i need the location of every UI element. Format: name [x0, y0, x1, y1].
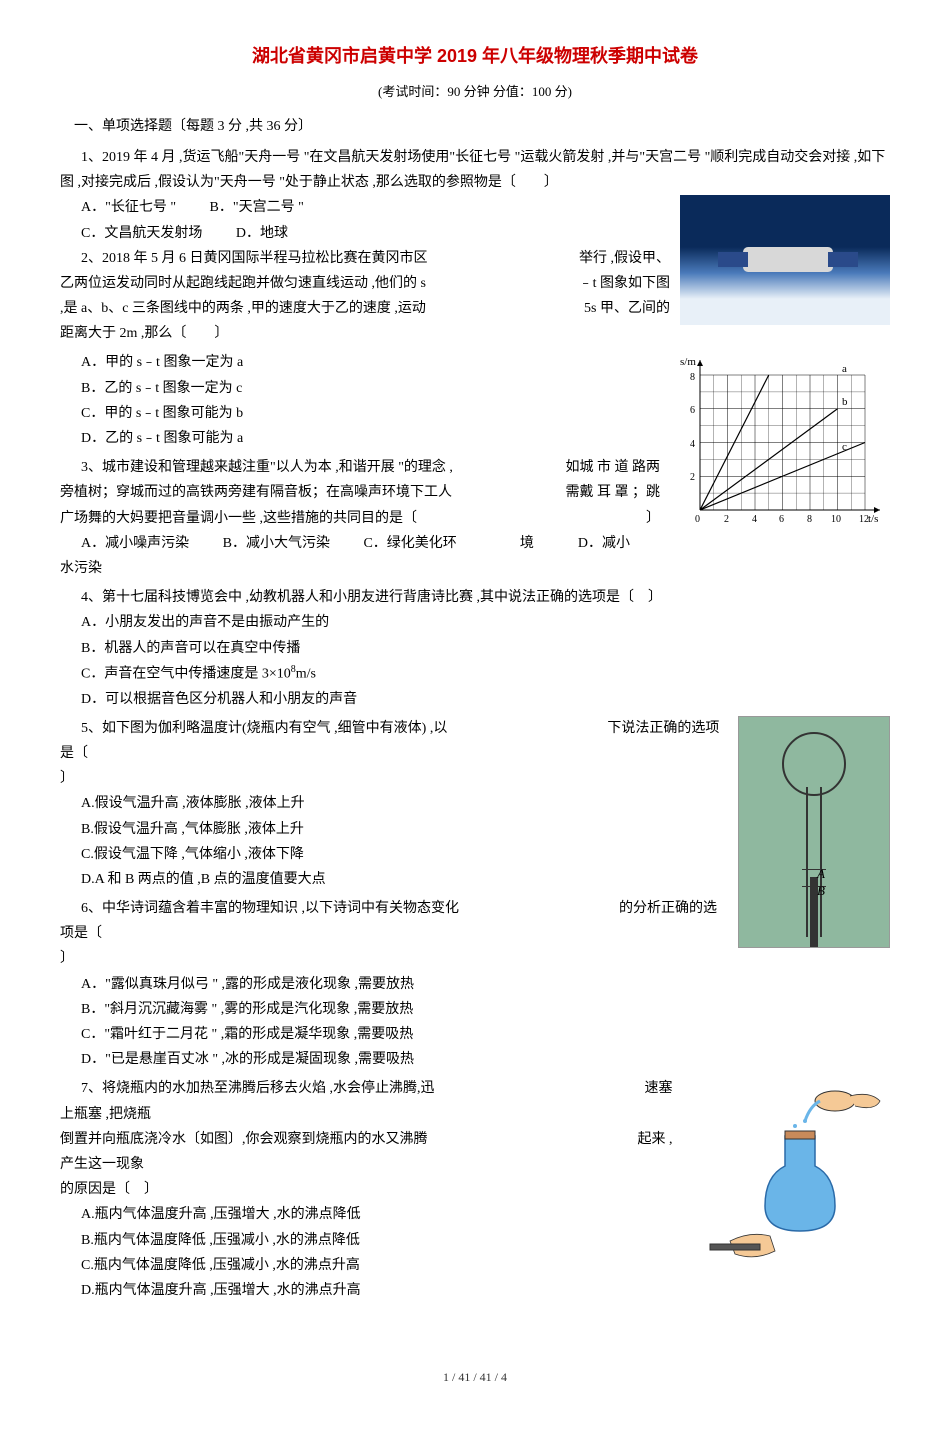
- q5-option-d: D.A 和 B 两点的值 ,B 点的温度值要大点: [81, 867, 890, 892]
- q4-option-a: A．小朋友发出的声音不是由振动产生的: [81, 610, 890, 635]
- question-3: 3、城市建设和管理越来越注重"以人为本 ,和谐开展 "的理念 ,如城 市 道 路…: [60, 455, 890, 581]
- q5-option-a: A.假设气温升高 ,液体膨胀 ,液体上升: [81, 791, 890, 816]
- q7-option-b: B.瓶内气体温度降低 ,压强减小 ,水的沸点降低: [81, 1228, 890, 1253]
- q4-option-c: C．声音在空气中传播速度是 3×108m/s: [81, 661, 890, 687]
- q5-option-b: B.假设气温升高 ,气体膨胀 ,液体上升: [81, 817, 890, 842]
- question-1: 1、2019 年 4 月 ,货运飞船"天舟一号 "在文昌航天发射场使用"长征七号…: [60, 145, 890, 347]
- section-1-header: 一、单项选择题〔每题 3 分 ,共 36 分〕: [60, 114, 890, 139]
- q5-option-c: C.假设气温下降 ,气体缩小 ,液体下降: [81, 842, 890, 867]
- q2-option-c: C．甲的 s﹣t 图象可能为 b: [81, 401, 890, 426]
- question-2-options: A．甲的 s﹣t 图象一定为 a B．乙的 s﹣t 图象一定为 c C．甲的 s…: [60, 350, 890, 451]
- q2-option-a: A．甲的 s﹣t 图象一定为 a: [81, 350, 890, 375]
- question-4: 4、第十七届科技博览会中 ,幼教机器人和小朋友进行背唐诗比赛 ,其中说法正确的选…: [60, 585, 890, 712]
- q3-option-c: C．绿化美化环: [363, 536, 456, 551]
- q6-option-c: C．"霜叶红于二月花 " ,霜的形成是凝华现象 ,需要吸热: [81, 1022, 890, 1047]
- q7-option-d: D.瓶内气体温度升高 ,压强增大 ,水的沸点升高: [81, 1278, 890, 1303]
- q6-option-a: A．"露似真珠月似弓 " ,露的形成是液化现象 ,需要放热: [81, 972, 890, 997]
- q1-option-b: B．"天宫二号 ": [210, 200, 304, 215]
- question-6: 6、中华诗词蕴含着丰富的物理知识 ,以下诗词中有关物态变化的分析正确的选项是〔 …: [60, 896, 890, 1072]
- question-7: 7、将烧瓶内的水加热至沸腾后移去火焰 ,水会停止沸腾,迅速塞上瓶塞 ,把烧瓶 倒…: [60, 1076, 890, 1303]
- q3-option-a: A．减小噪声污染: [81, 536, 189, 551]
- page-footer: 1 / 41 / 41 / 4: [60, 1367, 890, 1389]
- q3-option-b: B．减小大气污染: [223, 536, 330, 551]
- q4-text: 4、第十七届科技博览会中 ,幼教机器人和小朋友进行背唐诗比赛 ,其中说法正确的选…: [60, 585, 890, 610]
- question-5: 5、如下图为伽利略温度计(烧瓶内有空气 ,细管中有液体) ,以下说法正确的选项是…: [60, 716, 890, 892]
- q6-option-b: B．"斜月沉沉藏海雾 " ,雾的形成是汽化现象 ,需要放热: [81, 997, 890, 1022]
- exam-title: 湖北省黄冈市启黄中学 2019 年八年级物理秋季期中试卷: [60, 40, 890, 72]
- q7-option-c: C.瓶内气体温度降低 ,压强减小 ,水的沸点升高: [81, 1253, 890, 1278]
- q7-option-a: A.瓶内气体温度升高 ,压强增大 ,水的沸点降低: [81, 1202, 890, 1227]
- q2-option-b: B．乙的 s﹣t 图象一定为 c: [81, 376, 890, 401]
- q3-option-d: D．减小: [578, 536, 630, 551]
- q1-option-a: A．"长征七号 ": [81, 200, 176, 215]
- q1-text: 1、2019 年 4 月 ,货运飞船"天舟一号 "在文昌航天发射场使用"长征七号…: [60, 145, 890, 195]
- q6-option-d: D．"已是悬崖百丈冰 " ,冰的形成是凝固现象 ,需要吸热: [81, 1047, 890, 1072]
- spacecraft-image: [680, 195, 890, 325]
- q4-option-d: D．可以根据音色区分机器人和小朋友的声音: [81, 687, 890, 712]
- q1-option-d: D．地球: [236, 226, 288, 241]
- q1-option-c: C．文昌航天发射场: [81, 226, 202, 241]
- exam-subtitle: (考试时间：90 分钟 分值：100 分): [60, 80, 890, 103]
- q4-option-b: B．机器人的声音可以在真空中传播: [81, 636, 890, 661]
- q2-option-d: D．乙的 s﹣t 图象可能为 a: [81, 426, 890, 451]
